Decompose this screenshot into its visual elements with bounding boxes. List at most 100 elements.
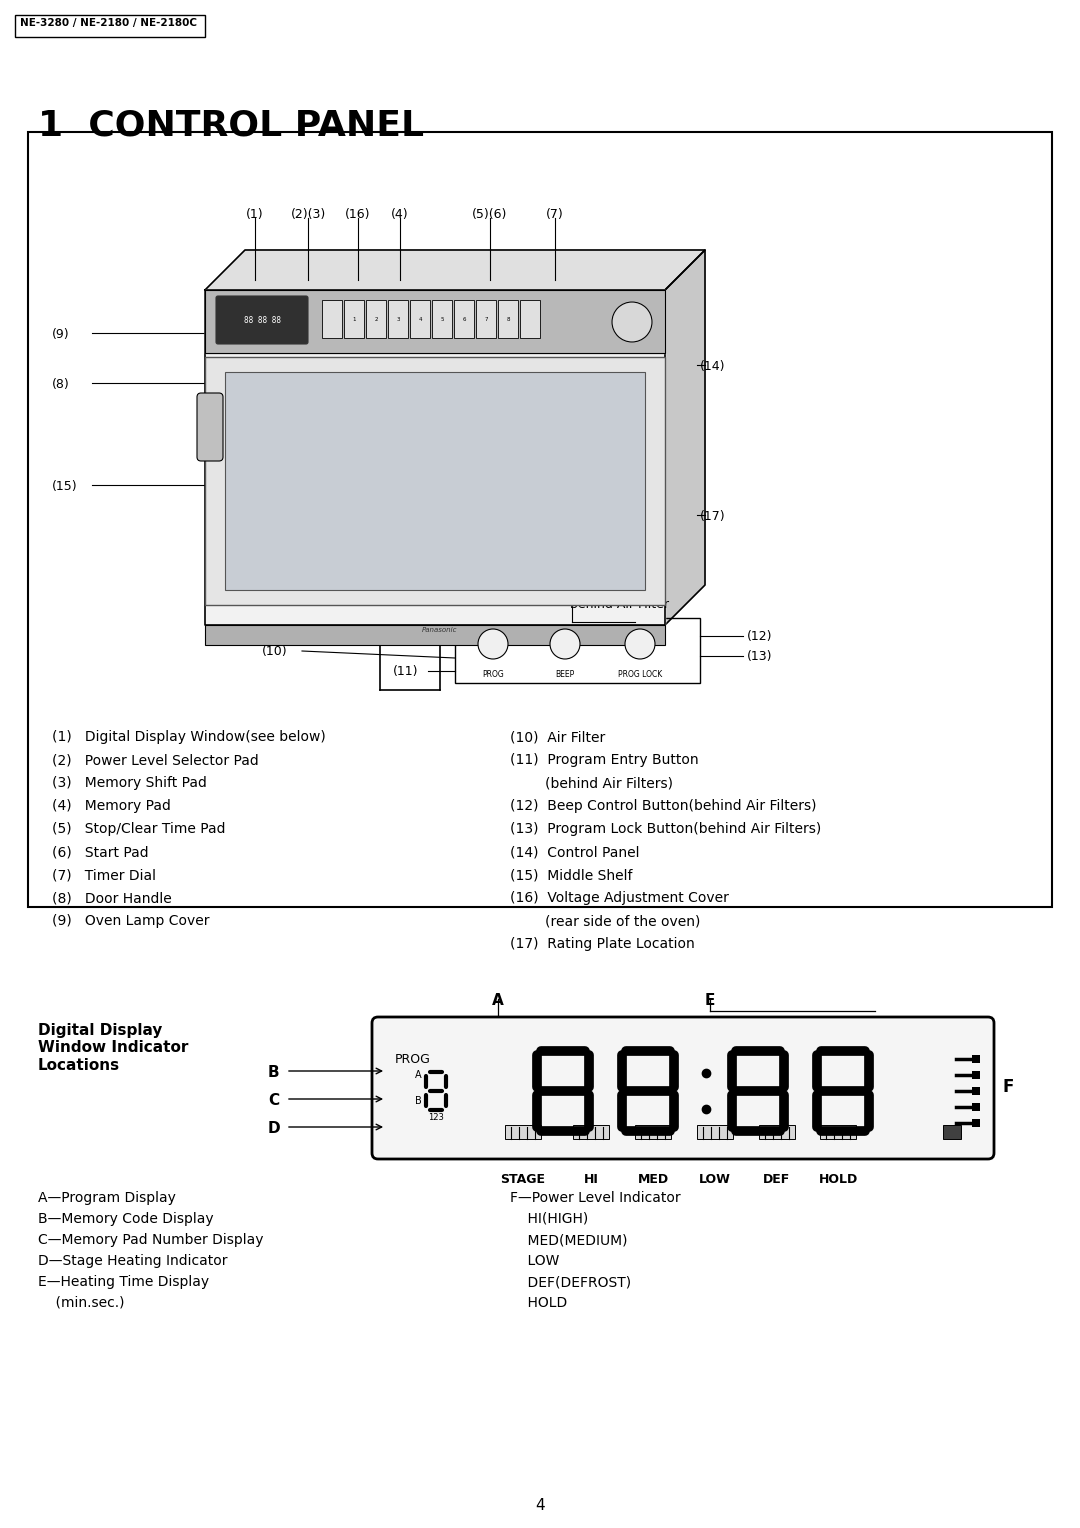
Circle shape bbox=[625, 630, 654, 659]
Text: A: A bbox=[492, 993, 503, 1008]
Text: Panasonic: Panasonic bbox=[422, 626, 458, 633]
Bar bbox=[455, 617, 700, 683]
Text: (16): (16) bbox=[346, 208, 370, 222]
Text: E—Heating Time Display: E—Heating Time Display bbox=[38, 1274, 210, 1290]
Bar bbox=[498, 299, 518, 338]
Text: (7): (7) bbox=[546, 208, 564, 222]
Text: (2)(3): (2)(3) bbox=[291, 208, 326, 222]
Bar bbox=[972, 1118, 980, 1128]
Text: F: F bbox=[1002, 1077, 1013, 1096]
Bar bbox=[205, 358, 665, 605]
Text: (17)  Rating Plate Location: (17) Rating Plate Location bbox=[510, 937, 694, 950]
Text: (10): (10) bbox=[262, 645, 287, 659]
Bar bbox=[759, 1125, 795, 1138]
Text: 1  CONTROL PANEL: 1 CONTROL PANEL bbox=[38, 108, 424, 142]
Text: (13): (13) bbox=[747, 649, 772, 663]
Text: 4: 4 bbox=[536, 1497, 544, 1513]
Text: LOW: LOW bbox=[510, 1254, 559, 1268]
Text: (12): (12) bbox=[747, 630, 772, 643]
Bar bbox=[697, 1125, 733, 1138]
Text: HI(HIGH): HI(HIGH) bbox=[510, 1212, 589, 1225]
Text: 88 88 88: 88 88 88 bbox=[243, 315, 281, 324]
Text: 1: 1 bbox=[352, 316, 355, 321]
Bar bbox=[635, 1125, 671, 1138]
Text: MED: MED bbox=[637, 1174, 669, 1186]
Text: BEEP: BEEP bbox=[555, 669, 575, 678]
Text: (1)   Digital Display Window(see below): (1) Digital Display Window(see below) bbox=[52, 730, 326, 744]
Text: STAGE: STAGE bbox=[500, 1174, 545, 1186]
Bar bbox=[28, 131, 1052, 908]
Bar bbox=[820, 1125, 856, 1138]
Text: (9): (9) bbox=[52, 329, 69, 341]
Text: (4): (4) bbox=[391, 208, 409, 222]
Text: (11): (11) bbox=[393, 665, 419, 678]
Circle shape bbox=[478, 630, 508, 659]
Text: 7: 7 bbox=[484, 316, 488, 321]
Text: (behind Air Filters): (behind Air Filters) bbox=[510, 776, 673, 790]
Polygon shape bbox=[205, 290, 665, 353]
Text: (1): (1) bbox=[246, 208, 264, 222]
Text: DEF(DEFROST): DEF(DEFROST) bbox=[510, 1274, 631, 1290]
Bar bbox=[15, 15, 205, 37]
Polygon shape bbox=[205, 251, 705, 290]
Bar bbox=[972, 1054, 980, 1063]
Text: HOLD: HOLD bbox=[819, 1174, 858, 1186]
Text: (5)   Stop/Clear Time Pad: (5) Stop/Clear Time Pad bbox=[52, 822, 226, 836]
Bar bbox=[573, 1125, 609, 1138]
Circle shape bbox=[550, 630, 580, 659]
Bar bbox=[410, 299, 430, 338]
Polygon shape bbox=[665, 251, 705, 625]
Text: C—Memory Pad Number Display: C—Memory Pad Number Display bbox=[38, 1233, 264, 1247]
Text: (6)   Start Pad: (6) Start Pad bbox=[52, 845, 149, 859]
Text: HI: HI bbox=[583, 1174, 598, 1186]
Bar bbox=[345, 299, 364, 338]
Text: (13)  Program Lock Button(behind Air Filters): (13) Program Lock Button(behind Air Filt… bbox=[510, 822, 821, 836]
Text: Digital Display
Window Indicator
Locations: Digital Display Window Indicator Locatio… bbox=[38, 1024, 188, 1073]
Bar bbox=[388, 299, 408, 338]
Text: HOLD: HOLD bbox=[510, 1296, 567, 1309]
Text: (4)   Memory Pad: (4) Memory Pad bbox=[52, 799, 171, 813]
Bar bbox=[519, 299, 540, 338]
Bar bbox=[972, 1086, 980, 1096]
Text: DEF: DEF bbox=[764, 1174, 791, 1186]
Text: D: D bbox=[268, 1122, 281, 1135]
Text: behind Air Filter: behind Air Filter bbox=[570, 597, 669, 611]
Text: D—Stage Heating Indicator: D—Stage Heating Indicator bbox=[38, 1254, 228, 1268]
FancyBboxPatch shape bbox=[216, 296, 308, 344]
Text: (15): (15) bbox=[52, 480, 78, 494]
Text: (8): (8) bbox=[52, 377, 70, 391]
Bar bbox=[366, 299, 386, 338]
Text: 3: 3 bbox=[396, 316, 400, 321]
Text: PROG: PROG bbox=[482, 669, 504, 678]
Text: (8)   Door Handle: (8) Door Handle bbox=[52, 891, 172, 905]
Text: B—Memory Code Display: B—Memory Code Display bbox=[38, 1212, 214, 1225]
Bar bbox=[476, 299, 496, 338]
Text: A—Program Display: A—Program Display bbox=[38, 1190, 176, 1206]
Polygon shape bbox=[205, 290, 665, 625]
Text: PROG: PROG bbox=[395, 1053, 431, 1067]
Bar bbox=[972, 1071, 980, 1079]
Text: 8: 8 bbox=[507, 316, 510, 321]
Text: (2)   Power Level Selector Pad: (2) Power Level Selector Pad bbox=[52, 753, 259, 767]
Text: (min.sec.): (min.sec.) bbox=[38, 1296, 124, 1309]
Bar bbox=[205, 625, 665, 645]
Text: (rear side of the oven): (rear side of the oven) bbox=[510, 914, 700, 927]
Text: (11)  Program Entry Button: (11) Program Entry Button bbox=[510, 753, 699, 767]
Text: (14)  Control Panel: (14) Control Panel bbox=[510, 845, 639, 859]
Text: (7)   Timer Dial: (7) Timer Dial bbox=[52, 868, 156, 882]
Bar bbox=[225, 371, 645, 590]
Text: B: B bbox=[268, 1065, 280, 1080]
Text: (16)  Voltage Adjustment Cover: (16) Voltage Adjustment Cover bbox=[510, 891, 729, 905]
Bar bbox=[432, 299, 453, 338]
Text: 2: 2 bbox=[375, 316, 378, 321]
Text: A: A bbox=[415, 1070, 421, 1080]
FancyBboxPatch shape bbox=[372, 1018, 994, 1160]
Text: (14): (14) bbox=[700, 361, 726, 373]
Text: LOW: LOW bbox=[699, 1174, 731, 1186]
Text: NE-3280 / NE-2180 / NE-2180C: NE-3280 / NE-2180 / NE-2180C bbox=[21, 18, 197, 28]
Text: (10)  Air Filter: (10) Air Filter bbox=[510, 730, 605, 744]
Text: C: C bbox=[268, 1093, 279, 1108]
Text: (9)   Oven Lamp Cover: (9) Oven Lamp Cover bbox=[52, 914, 210, 927]
Text: 4: 4 bbox=[418, 316, 422, 321]
Text: 123: 123 bbox=[428, 1112, 444, 1122]
